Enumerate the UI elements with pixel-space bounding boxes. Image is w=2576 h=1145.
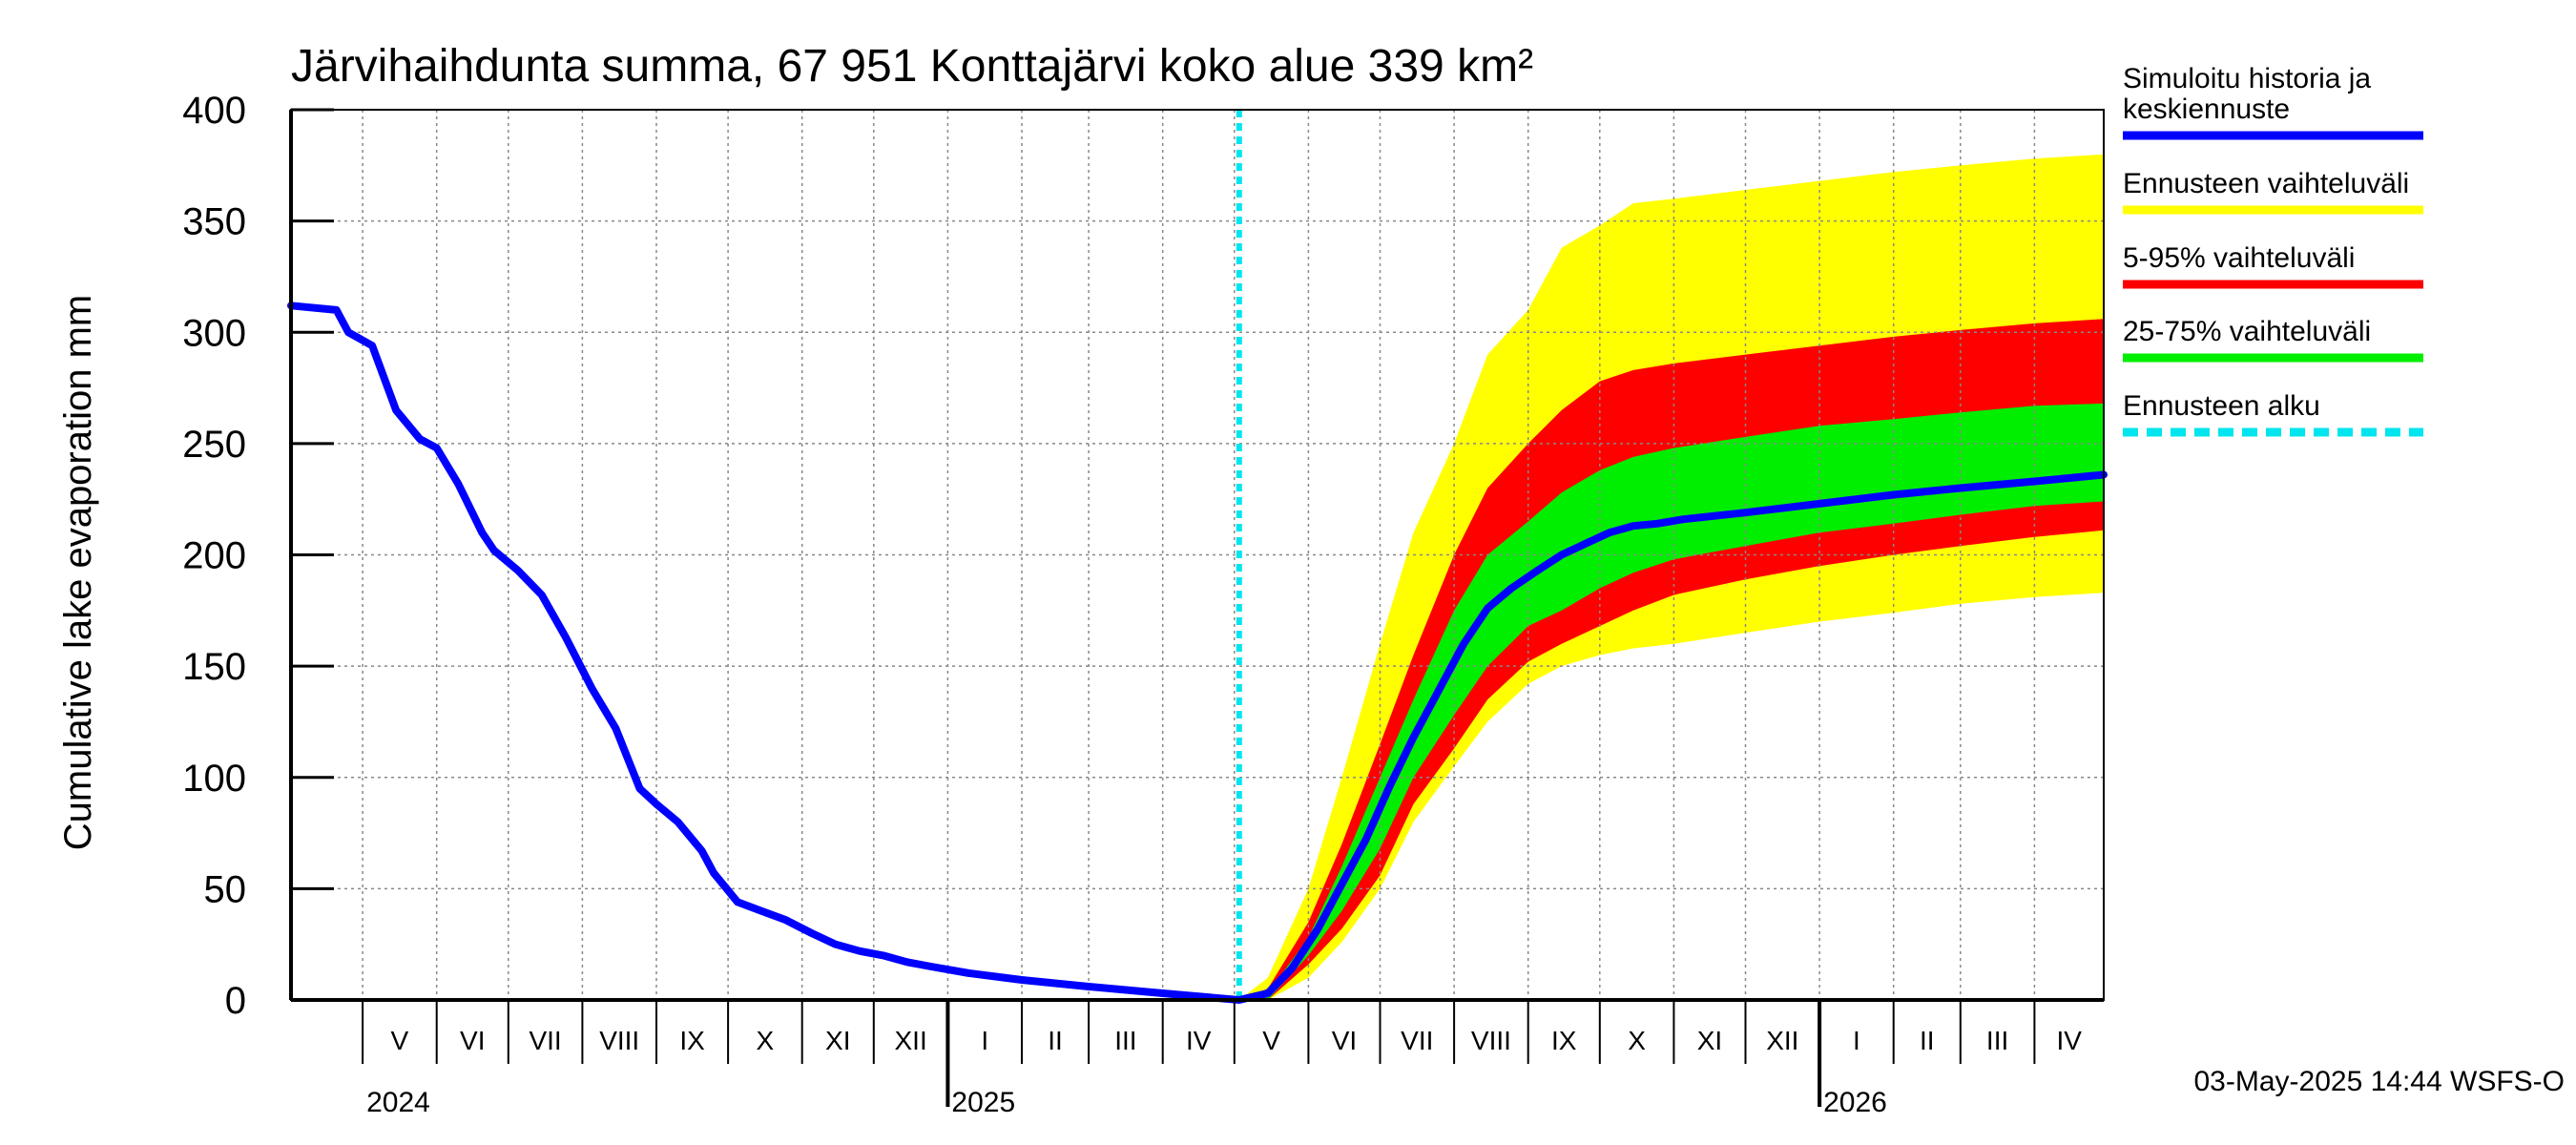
month-label: VIII bbox=[599, 1026, 639, 1055]
forecast-bands bbox=[1238, 154, 2104, 1000]
month-label: III bbox=[1986, 1026, 2008, 1055]
y-tick-label: 250 bbox=[182, 424, 246, 466]
month-label: II bbox=[1048, 1026, 1063, 1055]
month-label: I bbox=[981, 1026, 988, 1055]
month-label: XII bbox=[1766, 1026, 1798, 1055]
month-label: V bbox=[1262, 1026, 1280, 1055]
y-tick-label: 350 bbox=[182, 201, 246, 243]
month-label: IV bbox=[1186, 1026, 1212, 1055]
y-tick-label: 50 bbox=[204, 868, 247, 910]
y-tick-label: 150 bbox=[182, 646, 246, 688]
legend-label-3: 5-95% vaihteluväli bbox=[2123, 242, 2355, 274]
month-label: II bbox=[1920, 1026, 1935, 1055]
month-label: X bbox=[1628, 1026, 1646, 1055]
month-label: IX bbox=[1551, 1026, 1577, 1055]
y-tick-label: 0 bbox=[225, 980, 246, 1022]
year-label: 2024 bbox=[366, 1087, 430, 1118]
series-line-main bbox=[287, 302, 2108, 1004]
y-axis-label: Cumulative lake evaporation mm bbox=[57, 295, 99, 850]
legend-label-2: Ennusteen vaihteluväli bbox=[2123, 168, 2409, 199]
month-label: VI bbox=[460, 1026, 485, 1055]
y-tick-label: 400 bbox=[182, 90, 246, 132]
year-label: 2025 bbox=[951, 1087, 1015, 1118]
month-label: XI bbox=[825, 1026, 850, 1055]
y-tick-label: 200 bbox=[182, 535, 246, 577]
y-tick-label: 100 bbox=[182, 758, 246, 800]
month-label: XI bbox=[1697, 1026, 1722, 1055]
legend-label-1: Simuloitu historia ja bbox=[2123, 63, 2371, 94]
footer-timestamp: 03-May-2025 14:44 WSFS-O bbox=[2194, 1066, 2566, 1097]
month-label: XII bbox=[894, 1026, 926, 1055]
month-label: IX bbox=[679, 1026, 705, 1055]
month-label: VIII bbox=[1471, 1026, 1511, 1055]
grid bbox=[291, 109, 2104, 1000]
month-label: V bbox=[391, 1026, 409, 1055]
legend-label-4: 25-75% vaihteluväli bbox=[2123, 316, 2371, 347]
month-label: III bbox=[1114, 1026, 1136, 1055]
month-label: I bbox=[1853, 1026, 1860, 1055]
month-label: X bbox=[757, 1026, 775, 1055]
month-label: VI bbox=[1332, 1026, 1357, 1055]
month-label: IV bbox=[2056, 1026, 2082, 1055]
series-lines bbox=[287, 110, 2108, 1004]
year-label: 2026 bbox=[1823, 1087, 1887, 1118]
chart-title: Järvihaihdunta summa, 67 951 Konttajärvi… bbox=[291, 41, 1533, 92]
month-label: VII bbox=[1401, 1026, 1433, 1055]
month-label: VII bbox=[529, 1026, 561, 1055]
legend-label-5: Ennusteen alku bbox=[2123, 390, 2320, 422]
y-tick-label: 300 bbox=[182, 312, 246, 354]
legend-label-1: keskiennuste bbox=[2123, 94, 2290, 125]
